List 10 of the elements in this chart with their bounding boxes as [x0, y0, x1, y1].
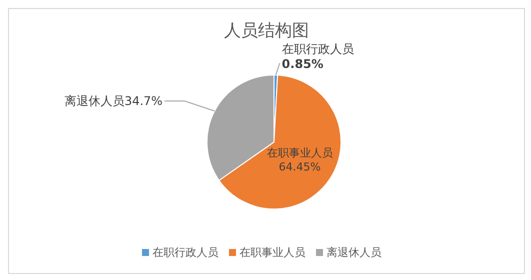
data-label: 0.85% — [282, 57, 324, 72]
legend-label: 离退休人员 — [326, 246, 382, 259]
data-label: 64.45% — [278, 160, 321, 174]
data-label: 34.7% — [124, 94, 163, 108]
slice-label: 在职行政人员 — [282, 42, 354, 56]
legend-label: 在职行政人员 — [152, 246, 218, 259]
chart-title: 人员结构图 — [223, 20, 310, 42]
slice-label: 在职事业人员 — [266, 146, 333, 160]
legend-label: 在职事业人员 — [240, 246, 306, 259]
slice-label: 离退休人员 — [64, 94, 124, 108]
